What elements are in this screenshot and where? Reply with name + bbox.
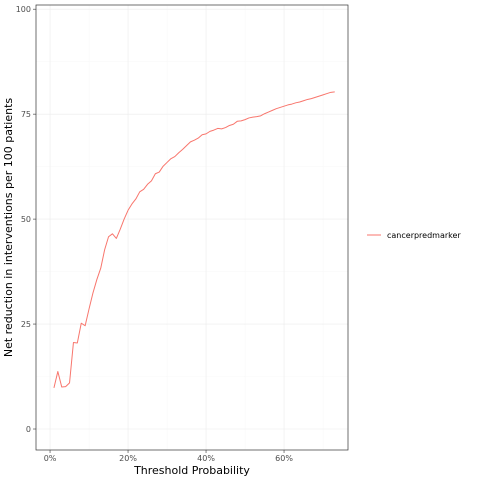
legend: cancerpredmarker [367, 231, 461, 240]
x-axis-title: Threshold Probability [133, 464, 250, 477]
y-tick-label: 25 [21, 320, 31, 329]
y-tick-label: 100 [16, 5, 31, 14]
y-tick-label: 50 [21, 215, 31, 224]
panel-border [35, 4, 349, 451]
legend-label: cancerpredmarker [387, 231, 461, 240]
plot-panel [35, 4, 349, 451]
x-tick-label: 60% [275, 454, 293, 463]
y-tick-label: 0 [26, 425, 31, 434]
series-lines [53, 91, 335, 388]
y-axis-title: Net reduction in interventions per 100 p… [2, 98, 15, 358]
x-axis: 0% 20% 40% 60% [44, 450, 293, 463]
x-tick-label: 20% [119, 454, 137, 463]
series-line-cancerpredmarker [53, 91, 335, 388]
y-axis: 0 25 50 75 100 [16, 5, 36, 434]
x-tick-label: 0% [44, 454, 57, 463]
y-tick-label: 75 [21, 110, 31, 119]
minor-gridlines [36, 5, 348, 450]
major-gridlines [36, 5, 348, 450]
x-tick-label: 40% [197, 454, 215, 463]
